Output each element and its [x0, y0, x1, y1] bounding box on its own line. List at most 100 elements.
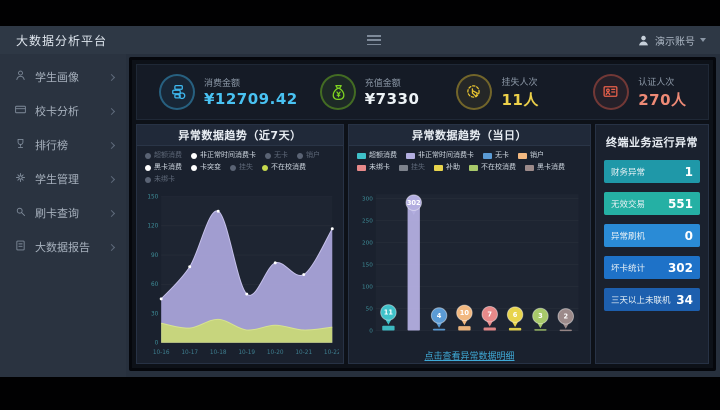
- legend-label: 超额消费: [154, 151, 182, 159]
- legend-item[interactable]: 非正常时间消费卡: [191, 151, 256, 160]
- chevron-right-icon: [107, 107, 116, 115]
- sidebar-item-4[interactable]: 学生管理: [0, 162, 126, 196]
- sidebar-item-label: 大数据报告: [35, 241, 90, 254]
- terminal-row-4: 坏卡统计 302: [604, 256, 700, 279]
- svg-text:0: 0: [155, 341, 159, 347]
- legend-label: 黑卡消费: [154, 163, 182, 171]
- chevron-right-icon: [107, 243, 116, 251]
- legend-label: 不在校消费: [271, 163, 306, 171]
- svg-text:100: 100: [362, 284, 373, 290]
- legend-item[interactable]: 补助: [434, 163, 460, 172]
- terminal-row-label: 无效交易: [611, 199, 646, 210]
- svg-text:150: 150: [147, 195, 158, 201]
- svg-text:10-20: 10-20: [267, 350, 284, 356]
- legend-item[interactable]: 销户: [297, 151, 320, 160]
- sidebar-item-2[interactable]: 校卡分析: [0, 94, 126, 128]
- legend-item[interactable]: 超额消费: [357, 151, 397, 160]
- legend-item[interactable]: 未绑卡: [357, 163, 390, 172]
- stat-card-3: 挂失人次 11人: [434, 74, 571, 110]
- svg-text:60: 60: [151, 282, 159, 288]
- legend-label: 不在校消费: [481, 163, 516, 171]
- legend-item[interactable]: 销户: [518, 151, 544, 160]
- student-manage-icon: [14, 171, 27, 187]
- letterbox-top: [0, 0, 720, 26]
- legend-dot: [145, 176, 151, 183]
- legend-item[interactable]: 黑卡消费: [525, 163, 565, 172]
- sidebar-item-6[interactable]: 大数据报告: [0, 230, 126, 264]
- legend-swatch: [434, 164, 443, 171]
- terminal-row-label: 坏卡统计: [611, 263, 646, 274]
- legend-item[interactable]: 挂失: [399, 163, 425, 172]
- legend-item[interactable]: 无卡: [483, 151, 509, 160]
- svg-text:50: 50: [366, 306, 374, 312]
- stat-value: 270人: [638, 90, 687, 109]
- top-header: 大数据分析平台 演示账号: [0, 26, 720, 54]
- chevron-right-icon: [107, 209, 116, 217]
- sidebar-item-5[interactable]: 刷卡查询: [0, 196, 126, 230]
- terminal-row-3: 异常刷机 0: [604, 224, 700, 247]
- sidebar-item-3[interactable]: 排行榜: [0, 128, 126, 162]
- svg-text:10-19: 10-19: [238, 350, 255, 356]
- sidebar-item-1[interactable]: 学生画像: [0, 60, 126, 94]
- legend-item[interactable]: 不在校消费: [469, 163, 516, 172]
- svg-text:10-18: 10-18: [210, 350, 227, 356]
- legend-item[interactable]: 未绑卡: [145, 175, 175, 184]
- terminal-row-label: 三天以上未联机: [611, 295, 671, 306]
- legend-dot: [265, 152, 271, 159]
- panel-today-trend: 异常数据趋势（当日） 超额消费 非正常时间消费卡 无卡 销户 未绑卡 挂失 补助 不在校消费 黑…: [348, 124, 591, 364]
- stats-row: 消费金额 ¥12709.42 充值金额 ¥7330 挂失人次 11人 认证人次 270人: [136, 64, 709, 120]
- svg-text:10-21: 10-21: [295, 350, 312, 356]
- legend-item[interactable]: 非正常时间消费卡: [406, 151, 474, 160]
- detail-link[interactable]: 点击查看异常数据明细: [424, 351, 515, 362]
- moneybag-icon: [319, 74, 356, 110]
- svg-text:10-22: 10-22: [324, 350, 339, 356]
- app-window: 大数据分析平台 演示账号 学生画像校卡分析排行榜学生管理刷卡查询大数据报告 消费…: [0, 26, 720, 377]
- legend-item[interactable]: 黑卡消费: [145, 163, 182, 172]
- svg-text:11: 11: [384, 309, 394, 317]
- sidebar-item-label: 刷卡查询: [35, 207, 79, 220]
- svg-text:7: 7: [487, 310, 492, 318]
- legend-dot: [145, 152, 151, 159]
- legend-swatch: [483, 152, 492, 159]
- legend-swatch: [357, 164, 366, 171]
- stat-card-1: 消费金额 ¥12709.42: [137, 74, 298, 110]
- legend-dot: [297, 152, 303, 159]
- terminal-title: 终端业务运行异常: [606, 136, 698, 149]
- panel-week-title: 异常数据趋势（近7天）: [137, 125, 343, 146]
- terminal-row-2: 无效交易 551: [604, 192, 700, 215]
- terminal-rows: 财务异常 1 无效交易 551 异常刷机 0 坏卡统计 302 三天以上未联机 34: [596, 156, 708, 315]
- sidebar-item-label: 排行榜: [35, 139, 68, 152]
- legend-item[interactable]: 挂失: [230, 163, 253, 172]
- terminal-row-value: 34: [676, 292, 693, 307]
- week-legend: 超额消费 非正常时间消费卡 无卡 销户黑卡消费 卡突变 挂失 不在校消费未绑卡: [137, 146, 343, 186]
- legend-label: 未绑卡: [369, 163, 390, 171]
- today-legend: 超额消费 非正常时间消费卡 无卡 销户未绑卡 挂失 补助 不在校消费 黑卡消费: [349, 146, 590, 174]
- legend-dot: [230, 164, 236, 171]
- terminal-row-value: 551: [667, 196, 693, 211]
- chevron-down-icon: [700, 38, 706, 42]
- user-menu[interactable]: 演示账号: [637, 33, 706, 48]
- terminal-row-label: 异常刷机: [611, 231, 646, 242]
- legend-item[interactable]: 超额消费: [145, 151, 182, 160]
- charts-row: 异常数据趋势（近7天） 超额消费 非正常时间消费卡 无卡 销户 黑卡消费 卡突变 挂失 不在校…: [136, 124, 709, 364]
- menu-toggle-icon[interactable]: [367, 35, 382, 45]
- legend-dot: [191, 164, 197, 171]
- svg-text:6: 6: [513, 311, 518, 319]
- legend-swatch: [518, 152, 527, 159]
- legend-item[interactable]: 卡突变: [191, 163, 221, 172]
- panel-terminal: 终端业务运行异常 财务异常 1 无效交易 551 异常刷机 0 坏卡统计 302 三天以上未联机…: [595, 124, 709, 364]
- sidebar-item-label: 学生画像: [35, 71, 79, 84]
- legend-item[interactable]: 不在校消费: [262, 163, 306, 172]
- legend-swatch: [357, 152, 366, 159]
- legend-label: 挂失: [411, 163, 425, 171]
- swipe-query-icon: [14, 205, 27, 221]
- svg-text:10-16: 10-16: [153, 350, 170, 356]
- stat-label: 消费金额: [204, 79, 241, 89]
- svg-text:250: 250: [362, 218, 373, 224]
- legend-item[interactable]: 无卡: [265, 151, 288, 160]
- legend-label: 非正常时间消费卡: [200, 151, 256, 159]
- svg-text:30: 30: [151, 311, 159, 317]
- legend-swatch: [399, 164, 408, 171]
- legend-label: 挂失: [239, 163, 253, 171]
- id-card-icon: [593, 74, 630, 110]
